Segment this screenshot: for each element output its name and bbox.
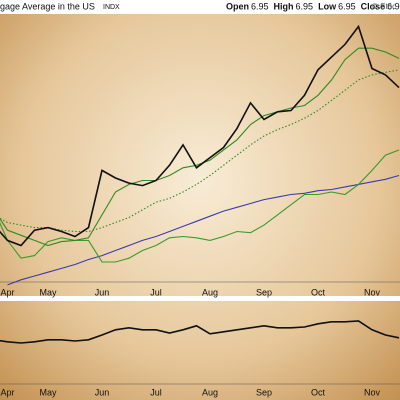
x-tick-label: Nov — [364, 387, 381, 397]
quote-label: Open — [226, 1, 249, 11]
quote-value: 6.95 — [387, 1, 400, 11]
x-tick-label: Jul — [150, 287, 162, 297]
panel-separator — [0, 296, 400, 301]
x-tick-label: Aug — [202, 387, 218, 397]
chart-title: gage Average in the US — [0, 1, 95, 11]
quote-value: 6.95 — [251, 1, 269, 11]
x-tick-label: Oct — [311, 287, 326, 297]
series-line — [0, 69, 400, 233]
x-tick-label: Jun — [95, 387, 110, 397]
x-tick-label: Nov — [364, 287, 381, 297]
series-line — [7, 174, 400, 286]
series-line — [0, 24, 400, 247]
x-tick-label: May — [39, 387, 57, 397]
series-line — [0, 149, 400, 263]
x-tick-label: Aug — [202, 287, 218, 297]
quote-value: 6.95 — [296, 1, 314, 11]
x-tick-label: Jul — [150, 387, 162, 397]
header-bar — [0, 0, 400, 14]
x-tick-label: Sep — [256, 387, 272, 397]
source: © Stoc — [372, 2, 396, 11]
quote-value: 6.95 — [338, 1, 356, 11]
x-tick-label: Apr — [0, 287, 14, 297]
x-tick-label: Oct — [311, 387, 326, 397]
series-line — [0, 47, 400, 247]
quote-label: High — [274, 1, 294, 11]
x-tick-label: Jun — [95, 287, 110, 297]
exchange: INDX — [103, 4, 120, 11]
series-line — [0, 320, 400, 344]
x-tick-label: May — [39, 287, 57, 297]
quote-label: Close — [361, 1, 386, 11]
x-tick-label: Apr — [0, 387, 14, 397]
x-tick-label: Sep — [256, 287, 272, 297]
quote-label: Low — [318, 1, 337, 11]
